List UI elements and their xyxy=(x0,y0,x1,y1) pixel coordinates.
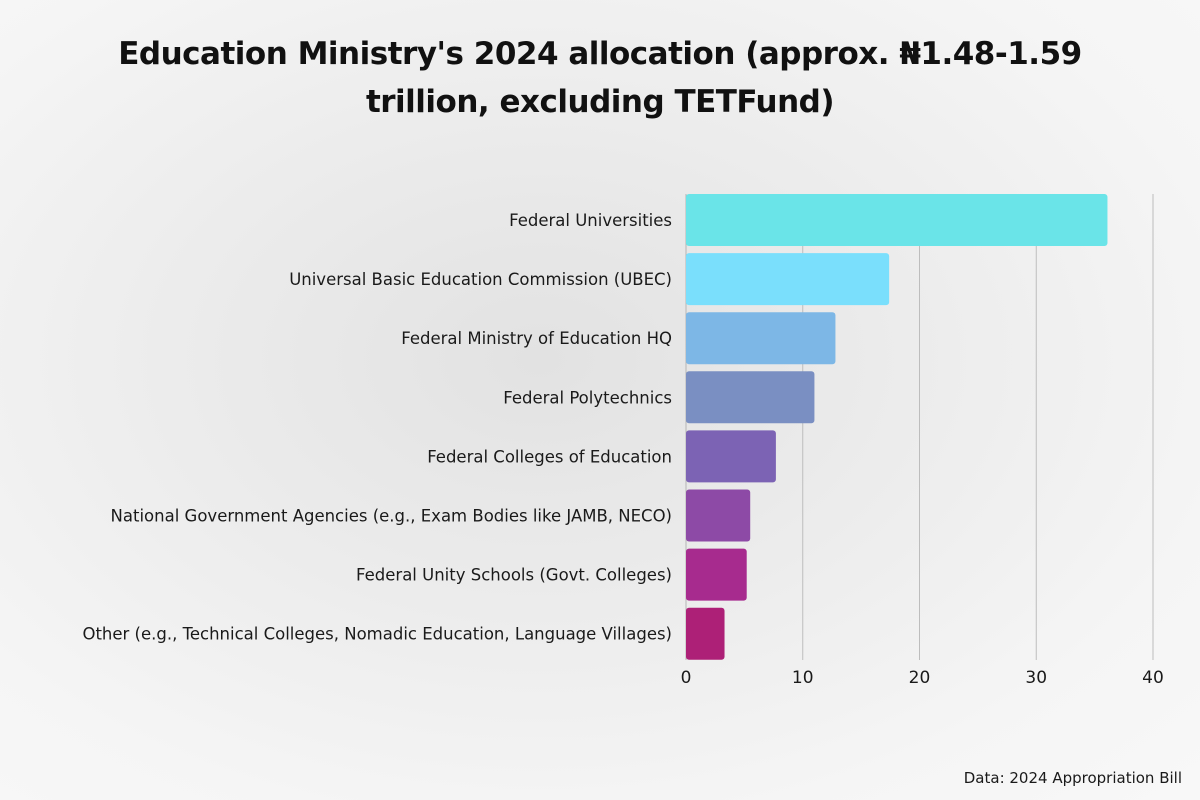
bars xyxy=(686,194,1108,660)
category-label: Federal Polytechnics xyxy=(503,388,672,407)
x-tick-label: 0 xyxy=(681,668,692,688)
bar xyxy=(686,489,751,542)
category-label: Federal Universities xyxy=(509,211,672,230)
category-label: Federal Unity Schools (Govt. Colleges) xyxy=(356,566,672,585)
bar xyxy=(686,253,890,306)
x-axis-tick-labels: 0 10 20 30 40 xyxy=(681,668,1164,688)
category-label: Federal Ministry of Education HQ xyxy=(401,329,672,348)
category-label: National Government Agencies (e.g., Exam… xyxy=(111,507,672,526)
bar xyxy=(686,194,1108,246)
bar xyxy=(686,371,815,424)
chart-title: Education Ministry's 2024 allocation (ap… xyxy=(0,30,1200,126)
category-label: Universal Basic Education Commission (UB… xyxy=(289,270,672,289)
source-note: Data: 2024 Appropriation Bill xyxy=(963,769,1182,787)
bar xyxy=(686,607,725,660)
chart-title-line-1: Education Ministry's 2024 allocation (ap… xyxy=(118,36,1082,72)
x-tick-label: 20 xyxy=(909,668,931,688)
x-tick-label: 30 xyxy=(1025,668,1047,688)
x-tick-label: 10 xyxy=(792,668,814,688)
category-label: Federal Colleges of Education xyxy=(427,447,672,466)
x-tick-label: 40 xyxy=(1142,668,1164,688)
category-labels: Federal Universities Universal Basic Educ… xyxy=(82,211,672,644)
chart-title-line-2: trillion, excluding TETFund) xyxy=(365,84,835,120)
bar xyxy=(686,312,836,365)
bar xyxy=(686,548,747,601)
bar xyxy=(686,430,776,483)
category-label: Other (e.g., Technical Colleges, Nomadic… xyxy=(82,625,672,644)
